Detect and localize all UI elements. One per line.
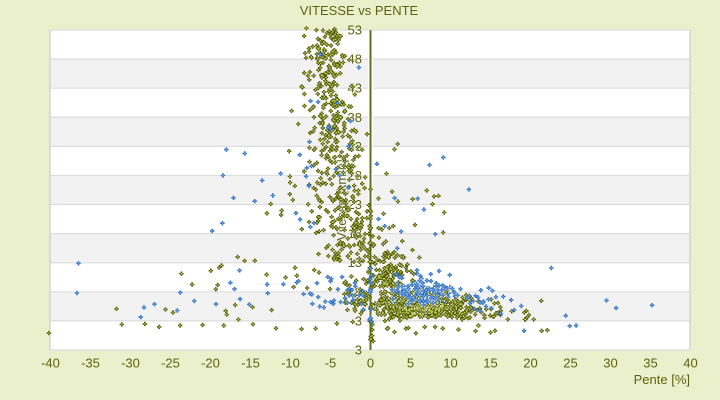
svg-text:8: 8	[355, 284, 362, 299]
svg-text:48: 48	[348, 52, 362, 67]
svg-text:-30: -30	[121, 356, 140, 371]
svg-text:20: 20	[523, 356, 537, 371]
svg-text:30: 30	[603, 356, 617, 371]
svg-text:23: 23	[348, 197, 362, 212]
svg-text:-15: -15	[241, 356, 260, 371]
svg-text:-20: -20	[201, 356, 220, 371]
svg-text:-40: -40	[41, 356, 60, 371]
svg-text:-10: -10	[281, 356, 300, 371]
svg-text:-25: -25	[161, 356, 180, 371]
svg-text:0: 0	[367, 356, 374, 371]
svg-text:40: 40	[683, 356, 697, 371]
svg-text:5: 5	[407, 356, 414, 371]
svg-text:25: 25	[563, 356, 577, 371]
svg-text:10: 10	[443, 356, 457, 371]
svg-text:-35: -35	[81, 356, 100, 371]
svg-text:3: 3	[355, 313, 362, 328]
svg-text:-5: -5	[325, 356, 337, 371]
svg-text:3: 3	[355, 343, 362, 358]
svg-text:15: 15	[483, 356, 497, 371]
svg-text:53: 53	[348, 23, 362, 38]
svg-text:VITESSE vs PENTE: VITESSE vs PENTE	[300, 3, 419, 18]
svg-text:35: 35	[643, 356, 657, 371]
svg-text:Pente [%]: Pente [%]	[634, 372, 690, 387]
